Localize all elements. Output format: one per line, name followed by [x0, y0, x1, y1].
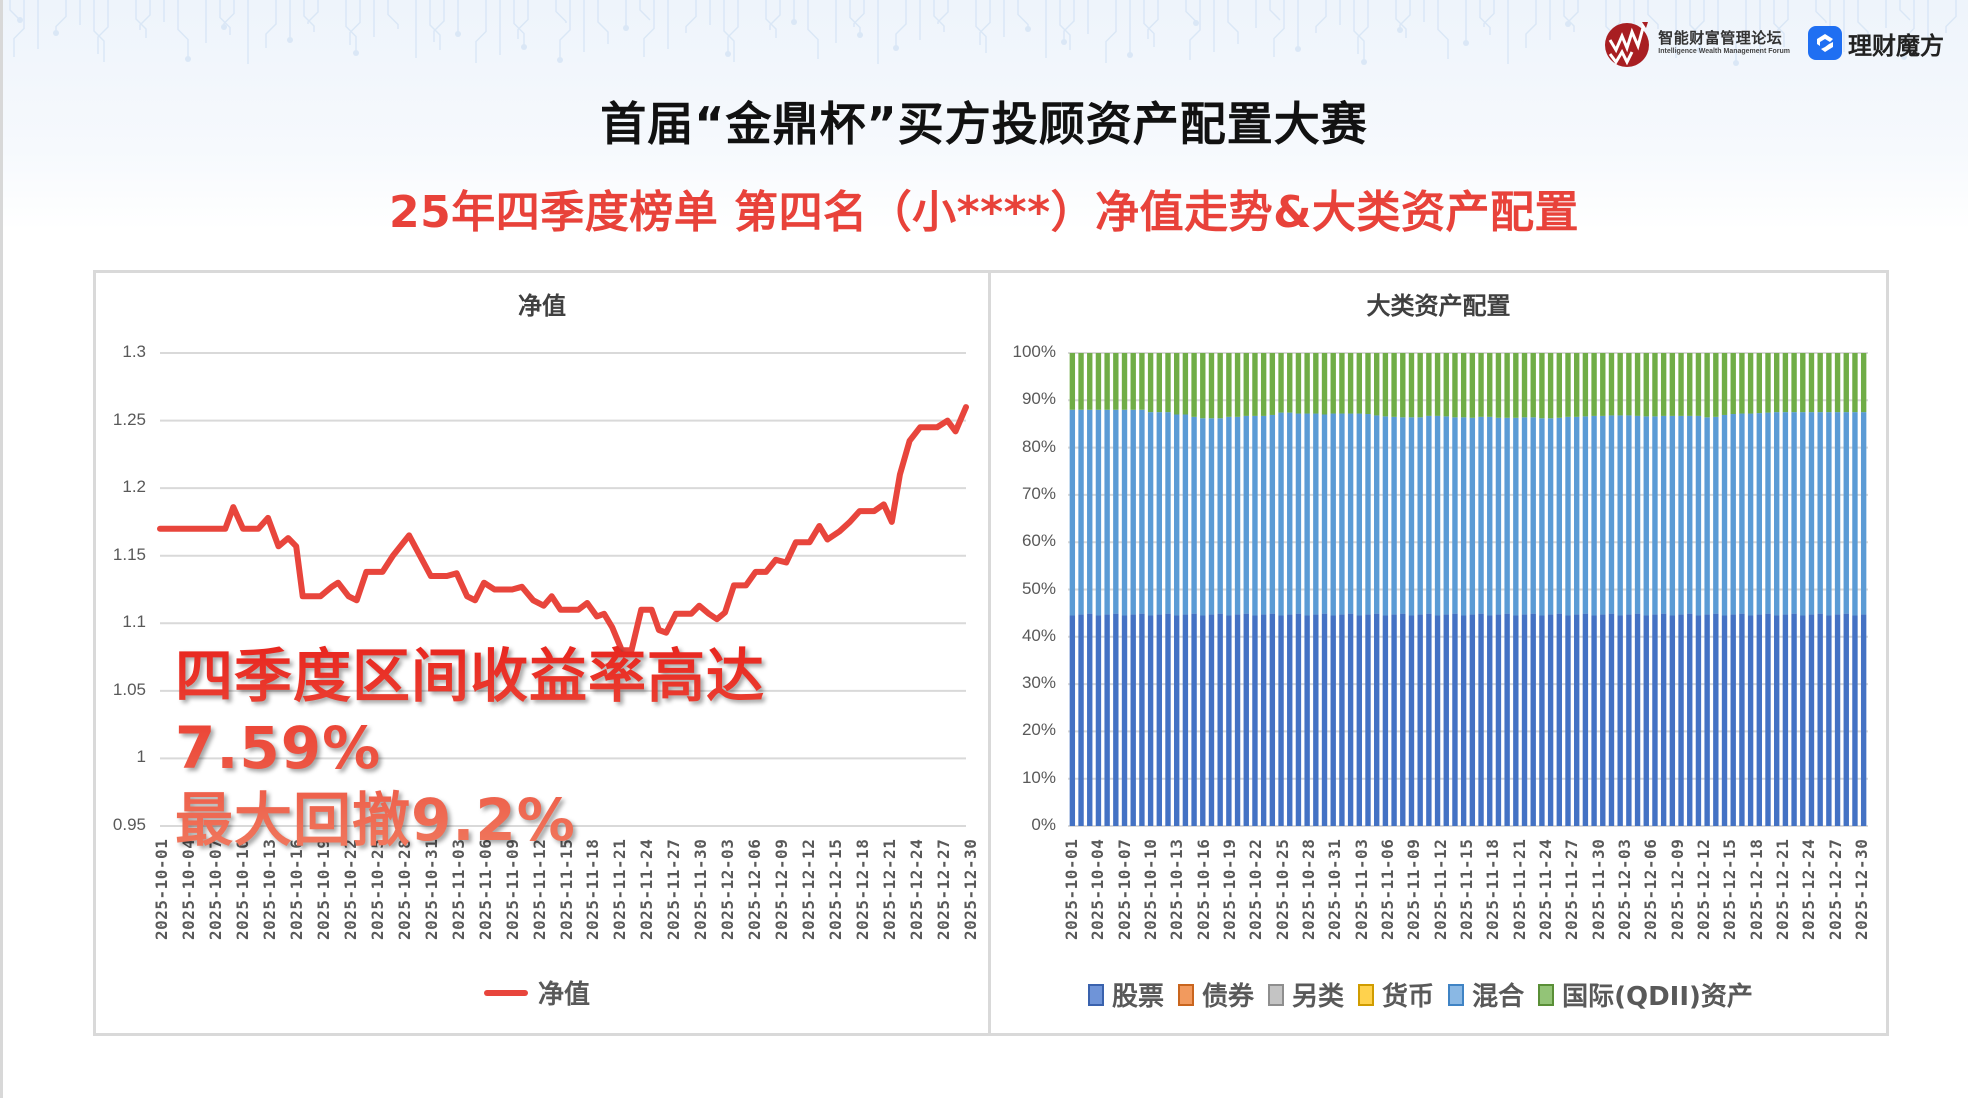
allocation-chart-legend: 股票 债券 另类 货币 混合 国际(QDII)资产: [1088, 976, 1759, 1013]
allocation-x-tick: 2025-10-04: [1088, 838, 1108, 940]
legend-item-mixed: 混合: [1448, 976, 1524, 1013]
nav-y-tick: 1.15: [112, 544, 146, 564]
allocation-x-tick: 2025-11-24: [1536, 838, 1555, 940]
page-left-edge: [0, 0, 3, 1098]
allocation-x-tick: 2025-12-18: [1746, 838, 1766, 940]
allocation-x-tick: 2025-10-13: [1167, 838, 1187, 940]
legend-alternative-swatch-icon: [1268, 983, 1285, 1006]
allocation-x-tick: 2025-11-09: [1404, 838, 1424, 940]
nav-y-tick: 1: [136, 747, 146, 767]
header-logos: 智能财富管理论坛 Intelligence Wealth Management …: [1602, 18, 1944, 68]
page-subtitle: 25年四季度榜单 第四名（小****）净值走势&大类资产配置: [389, 187, 1579, 238]
allocation-y-tick: 90%: [1021, 389, 1056, 409]
legend-money-swatch-icon: [1358, 983, 1375, 1006]
nav-y-tick: 1.25: [112, 409, 146, 429]
legend-item-stock: 股票: [1088, 976, 1164, 1013]
allocation-x-tick: 2025-10-07: [1114, 838, 1134, 940]
nav-chart-legend: 净值: [484, 974, 590, 1011]
nav-y-tick: 1.05: [112, 679, 146, 699]
legend-item-money: 货币: [1358, 976, 1434, 1013]
nav-y-tick: 0.95: [112, 815, 146, 834]
allocation-y-tick: 10%: [1021, 767, 1056, 787]
allocation-y-tick: 60%: [1021, 531, 1056, 551]
legend-mixed-swatch-icon: [1448, 983, 1465, 1006]
iwm-logo-en: Intelligence Wealth Management Forum: [1658, 48, 1790, 55]
allocation-x-tick: 2025-11-21: [1509, 838, 1529, 940]
allocation-x-tick: 2025-12-21: [1773, 838, 1792, 940]
allocation-x-tick: 2025-11-15: [1457, 838, 1476, 940]
lcmf-logo: 理财魔方: [1808, 26, 1944, 61]
allocation-x-tick: 2025-11-18: [1483, 838, 1503, 940]
legend-label-nav: 净值: [538, 980, 591, 1010]
allocation-x-tick: 2025-11-06: [1378, 838, 1397, 940]
allocation-x-tick: 2025-10-22: [1246, 838, 1266, 940]
legend-bond-swatch-icon: [1178, 983, 1195, 1006]
page-title: 首届“金鼎杯”买方投顾资产配置大赛: [600, 97, 1368, 151]
allocation-x-tick: 2025-12-24: [1799, 838, 1819, 940]
allocation-y-tick: 70%: [1021, 483, 1056, 503]
allocation-x-tick: 2025-10-31: [1325, 838, 1345, 940]
iwm-logo: 智能财富管理论坛 Intelligence Wealth Management …: [1602, 18, 1790, 68]
allocation-y-tick: 0%: [1031, 815, 1056, 834]
allocation-x-tick: 2025-12-03: [1615, 838, 1634, 940]
allocation-y-tick: 50%: [1021, 578, 1056, 598]
allocation-y-tick: 100%: [1012, 342, 1056, 361]
allocation-y-tick: 80%: [1021, 436, 1056, 456]
allocation-x-tick: 2025-10-01: [1062, 838, 1081, 940]
allocation-x-tick: 2025-12-15: [1720, 838, 1740, 940]
nav-chart-title: 净值: [518, 292, 566, 320]
legend-item-bond: 债券: [1178, 976, 1254, 1013]
iwm-logo-icon: [1605, 22, 1650, 67]
legend-line-swatch-icon: [484, 989, 528, 996]
allocation-x-tick: 2025-11-27: [1562, 838, 1582, 940]
lcmf-logo-text: 理财魔方: [1848, 31, 1944, 60]
allocation-x-tick: 2025-10-16: [1193, 838, 1213, 940]
charts-container: [93, 270, 1889, 1036]
allocation-x-tick: 2025-11-30: [1588, 838, 1608, 940]
allocation-x-tick: 2025-10-25: [1272, 838, 1292, 940]
allocation-x-tick: 2025-10-19: [1220, 838, 1239, 940]
allocation-x-tick: 2025-11-03: [1351, 838, 1371, 940]
allocation-y-tick: 40%: [1021, 625, 1056, 645]
allocation-x-tick: 2025-12-12: [1694, 838, 1713, 940]
legend-item-qdii: 国际(QDII)资产: [1538, 976, 1753, 1013]
allocation-x-tick: 2025-11-12: [1430, 838, 1450, 940]
iwm-logo-cn: 智能财富管理论坛: [1658, 29, 1783, 47]
charts-divider: [988, 270, 991, 1036]
legend-item-alternative: 另类: [1268, 976, 1344, 1013]
allocation-x-tick: 2025-12-30: [1852, 838, 1871, 940]
legend-stock-swatch-icon: [1088, 983, 1104, 1006]
nav-y-tick: 1.1: [122, 612, 146, 632]
legend-qdii-swatch-icon: [1538, 983, 1555, 1006]
allocation-x-tick: 2025-10-10: [1141, 838, 1160, 940]
lcmf-cube-icon: [1808, 26, 1842, 60]
allocation-x-tick: 2025-12-09: [1667, 838, 1687, 940]
allocation-y-tick: 30%: [1021, 673, 1056, 693]
allocation-x-tick: 2025-10-28: [1299, 838, 1318, 940]
allocation-x-tick: 2025-12-06: [1641, 838, 1661, 940]
allocation-x-tick: 2025-12-27: [1825, 838, 1845, 940]
allocation-chart-title: 大类资产配置: [1366, 292, 1511, 320]
nav-y-tick: 1.3: [122, 342, 146, 361]
allocation-y-tick: 20%: [1021, 720, 1056, 740]
nav-y-tick: 1.2: [122, 477, 146, 497]
